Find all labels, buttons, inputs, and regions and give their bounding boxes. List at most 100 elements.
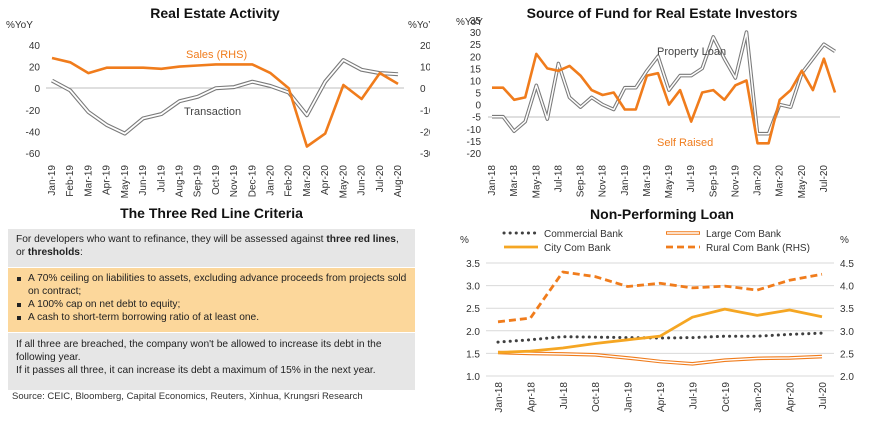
y2-tick-label: 3.0 [840,327,854,338]
x-tick-label: Jan-19 [620,165,631,196]
y-tick-label: -20 [467,149,482,160]
x-tick-label: Oct-19 [721,382,732,412]
self-raised-line [492,52,837,145]
x-tick-label: Aug-20 [393,165,404,198]
x-tick-label: Apr-19 [656,382,667,412]
x-tick-label: Jul-20 [375,165,386,193]
y-tick-label: 3.0 [466,282,480,293]
x-tick-label: Apr-20 [786,382,797,412]
sales-line [51,56,399,148]
x-tick-label: Jan-19 [47,165,58,196]
x-axis-tick-labels: Jan-18 Mar-18 May-18 Jul-18 Sep-18 Nov-18 Jan-… [487,165,830,199]
red-line-outro: If all three are breached, the company w… [8,333,415,390]
right-axis-tick-labels: 2.0 2.5 3.0 3.5 4.0 4.5 [840,259,854,383]
right-axis-tick-labels: -30 -20 -10 0 10 20 [420,41,430,160]
left-axis-unit: %YoY [456,17,483,28]
y2-tick-label: 4.0 [840,282,854,293]
y-tick-label: 40 [29,41,41,52]
x-tick-label: Nov-19 [229,165,240,198]
legend: Commercial Bank Large Com Bank City Com Ba… [502,229,810,254]
legend-label: City Com Bank [544,243,612,254]
x-tick-label: Jan-18 [487,165,498,196]
y-tick-label: -20 [26,106,41,117]
x-tick-label: Apr-18 [526,382,537,412]
legend-label: Large Com Bank [706,229,782,240]
x-tick-label: Jan-20 [266,165,277,196]
x-tick-label: Aug-19 [174,165,185,198]
x-axis-tick-labels: Jan-18 Apr-18 Jul-18 Oct-18 Jan-19 Apr-19 Jul-… [494,382,829,413]
x-tick-label: May-18 [531,165,542,199]
x-tick-label: Jul-18 [559,382,570,410]
x-tick-label: Nov-18 [598,165,609,198]
x-tick-label: May-19 [120,165,131,199]
right-axis-unit: % [840,235,849,246]
x-tick-label: Jan-19 [624,382,635,413]
chart-title: Source of Fund for Real Estate Investors [527,5,798,21]
x-tick-label: Mar-20 [302,165,313,197]
property-loan-series-label: Property Loan [657,46,726,58]
intro-emphasis: thresholds [27,247,80,258]
right-axis-unit: %YoY [408,20,430,31]
source-note: Source: CEIC, Bloomberg, Capital Economi… [12,391,363,402]
x-tick-label: Apr-19 [102,165,113,195]
y-tick-label: 10 [470,76,482,87]
x-tick-label: Sep-19 [193,165,204,198]
x-tick-label: Jun-19 [138,165,149,196]
x-tick-label: Mar-20 [775,165,786,197]
intro-text: , or [16,234,399,258]
x-axis-tick-labels: Jan-19 Feb-19 Mar-19 Apr-19 May-19 Jun-19 Jul-… [47,165,404,199]
y-tick-label: 1.5 [466,349,480,360]
x-tick-label: Mar-19 [642,165,653,197]
x-tick-label: Apr-20 [320,165,331,195]
x-tick-label: May-19 [664,165,675,199]
y-tick-label: 3.5 [466,259,480,270]
chart-title: Real Estate Activity [150,5,280,21]
x-tick-label: Sep-19 [708,165,719,198]
outro-line: If all three are breached, the company w… [16,339,382,363]
plot-area [492,30,837,145]
left-axis-unit: %YoY [6,20,33,31]
transaction-series-label: Transaction [184,106,241,118]
plot-area [51,56,399,148]
list-item: A cash to short-term borrowing ratio of … [16,311,407,324]
y2-tick-label: 4.5 [840,259,854,270]
x-tick-label: Oct-19 [211,165,222,195]
list-item: A 100% cap on net debt to equity; [16,298,407,311]
y2-tick-label: -30 [420,149,430,160]
y-tick-label: -15 [467,137,482,148]
x-tick-label: Nov-19 [730,165,741,198]
x-tick-label: Jul-18 [553,165,564,193]
intro-text: : [79,247,83,258]
y-tick-label: 35 [470,16,482,27]
outro-line: If it passes all three, it can increase … [16,365,376,376]
x-tick-label: Feb-19 [65,165,76,197]
x-tick-label: Mar-18 [509,165,520,197]
x-tick-label: Jun-20 [357,165,368,196]
y-tick-label: 30 [470,28,482,39]
red-line-title: The Three Red Line Criteria [120,205,303,221]
left-axis-tick-labels: 1.0 1.5 2.0 2.5 3.0 3.5 [466,259,480,383]
legend-label: Rural Com Bank (RHS) [706,243,810,254]
x-tick-label: Jul-19 [688,382,699,410]
transaction-line [51,59,399,135]
y2-tick-label: 2.0 [840,372,854,383]
y2-tick-label: -20 [420,127,430,138]
y-tick-label: 0 [475,101,481,112]
legend-label: Commercial Bank [544,229,624,240]
y2-tick-label: 3.5 [840,304,854,315]
left-axis-unit: % [460,235,469,246]
y2-tick-label: -10 [420,106,430,117]
x-tick-label: Jul-19 [156,165,167,193]
y-tick-label: -10 [467,125,482,136]
intro-text: For developers who want to refinance, th… [16,234,327,245]
y-tick-label: 25 [470,40,482,51]
red-line-criteria-box: For developers who want to refinance, th… [8,229,415,390]
x-tick-label: May-20 [797,165,808,199]
y-tick-label: -5 [472,113,481,124]
y2-tick-label: 2.5 [840,349,854,360]
y-tick-label: 20 [29,63,41,74]
red-line-intro: For developers who want to refinance, th… [8,229,415,267]
rural-com-bank-line [497,270,823,324]
x-tick-label: May-20 [338,165,349,199]
